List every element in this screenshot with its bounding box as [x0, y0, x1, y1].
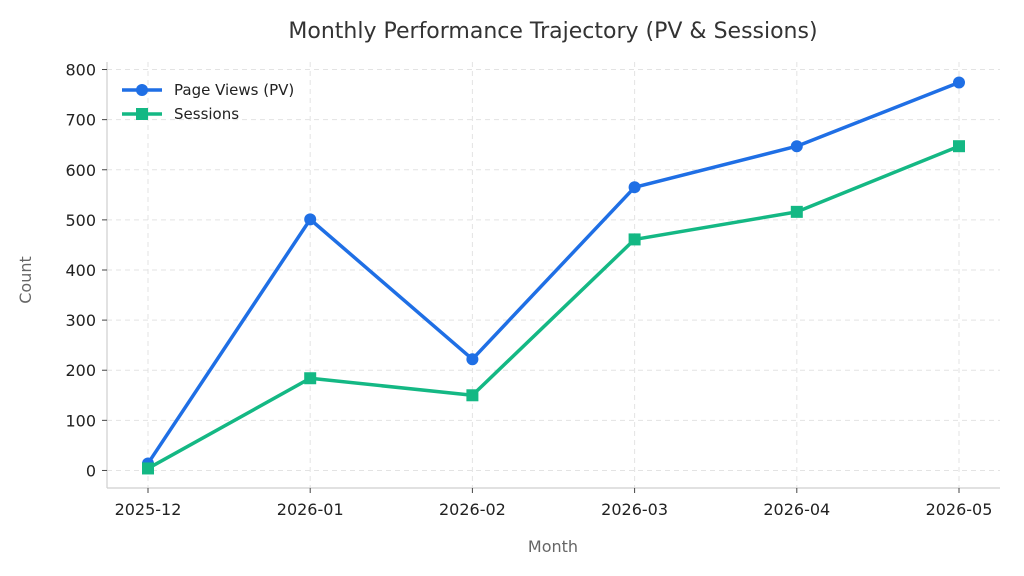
series-lines: [142, 76, 965, 475]
y-tick-label: 0: [86, 461, 96, 480]
y-tick-label: 500: [65, 211, 96, 230]
data-point-circle: [790, 140, 803, 153]
grid: [107, 62, 1000, 488]
legend-item: Sessions: [122, 105, 239, 123]
data-point-square: [790, 205, 803, 218]
series-line: [146, 144, 961, 471]
y-axis-ticks: 0 100 200 300 400 500 600 700 800: [65, 61, 107, 480]
legend-marker-square: [136, 108, 148, 120]
y-tick-label: 300: [65, 311, 96, 330]
legend: Page Views (PV) Sessions: [122, 81, 294, 123]
data-point-square: [628, 233, 641, 246]
x-tick-label: 2026-02: [439, 500, 506, 519]
x-axis-label: Month: [528, 537, 578, 556]
data-point-circle: [628, 181, 641, 194]
y-axis-label: Count: [16, 256, 35, 304]
legend-marker-circle: [136, 84, 148, 96]
y-tick-label: 600: [65, 161, 96, 180]
x-tick-label: 2026-04: [763, 500, 830, 519]
data-point-square: [466, 389, 479, 402]
y-tick-label: 400: [65, 261, 96, 280]
x-tick-label: 2025-12: [115, 500, 182, 519]
x-tick-label: 2026-05: [926, 500, 993, 519]
legend-item: Page Views (PV): [122, 81, 294, 99]
legend-label: Sessions: [174, 105, 239, 123]
y-tick-label: 100: [65, 411, 96, 430]
data-point-circle: [304, 213, 317, 226]
series-0: [142, 76, 965, 470]
axes: [106, 62, 1000, 489]
x-axis-ticks: 2025-12 2026-01 2026-02 2026-03 2026-04 2026-…: [115, 488, 993, 519]
x-tick-label: 2026-03: [601, 500, 668, 519]
legend-label: Page Views (PV): [174, 81, 294, 99]
series-1: [142, 140, 965, 475]
y-tick-label: 700: [65, 111, 96, 130]
y-tick-label: 800: [65, 61, 96, 80]
data-point-square: [304, 372, 317, 385]
data-point-square: [953, 140, 965, 153]
data-point-square: [142, 462, 154, 475]
series-line: [146, 80, 961, 466]
chart-title: Monthly Performance Trajectory (PV & Ses…: [288, 19, 817, 44]
data-point-circle: [953, 76, 965, 89]
x-tick-label: 2026-01: [277, 500, 344, 519]
data-point-circle: [466, 353, 479, 366]
y-tick-label: 200: [65, 361, 96, 380]
